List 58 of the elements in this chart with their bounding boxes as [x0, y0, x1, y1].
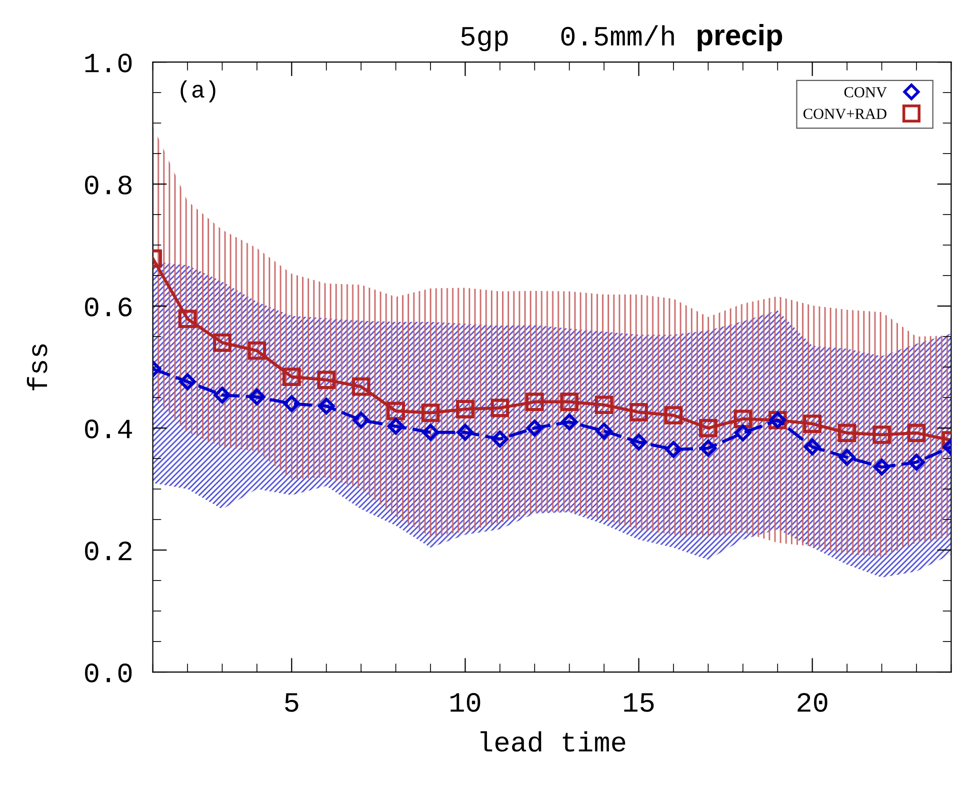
point [699, 418, 718, 438]
x-tick-label: 15 [624, 693, 654, 712]
point [630, 434, 648, 450]
x-tick-label: 20 [798, 693, 828, 712]
point [734, 424, 752, 442]
chart-title: 5gp 0.5mm/h [461, 25, 674, 52]
point [560, 414, 578, 430]
point [838, 424, 856, 442]
y-axis-title: fss [26, 344, 48, 390]
point [456, 424, 474, 441]
legend-label: CONV [844, 87, 887, 98]
point [873, 458, 890, 476]
point [490, 398, 510, 418]
chart-subtitle: precip [698, 24, 782, 52]
point [700, 440, 717, 457]
point [282, 368, 301, 386]
point [560, 392, 579, 411]
y-tick-label: 0.0 [85, 664, 132, 682]
point [803, 414, 822, 433]
point [387, 418, 404, 435]
point [630, 403, 648, 422]
point [492, 430, 508, 448]
point [317, 370, 336, 390]
y-tick-label: 0.8 [85, 176, 132, 194]
legend-label: CONV+RAD [803, 108, 886, 120]
point [352, 412, 370, 429]
point [838, 448, 856, 466]
point [386, 402, 405, 420]
point [594, 396, 614, 414]
point [178, 310, 197, 328]
point [526, 420, 544, 436]
x-tick-label: 10 [450, 693, 480, 712]
x-tick-label: 5 [285, 693, 298, 712]
point [318, 398, 335, 415]
annotation: (a) [180, 80, 216, 102]
point [422, 424, 439, 441]
point [664, 406, 683, 424]
x-axis-title: lead time [480, 731, 626, 752]
point [872, 426, 891, 444]
point [596, 422, 612, 440]
point [525, 392, 544, 411]
y-tick-label: 0.6 [85, 298, 132, 316]
point [248, 388, 266, 406]
y-tick-label: 0.4 [85, 420, 132, 438]
y-tick-label: 1.0 [85, 54, 132, 72]
point [213, 333, 232, 352]
point [804, 438, 821, 456]
point [283, 395, 300, 412]
point [248, 341, 266, 360]
point [421, 404, 440, 422]
point [352, 377, 370, 396]
point [456, 400, 474, 418]
point [214, 386, 231, 404]
point [908, 454, 925, 471]
point [665, 441, 682, 458]
point [907, 424, 926, 442]
point [179, 373, 196, 390]
y-tick-label: 0.2 [85, 542, 132, 560]
